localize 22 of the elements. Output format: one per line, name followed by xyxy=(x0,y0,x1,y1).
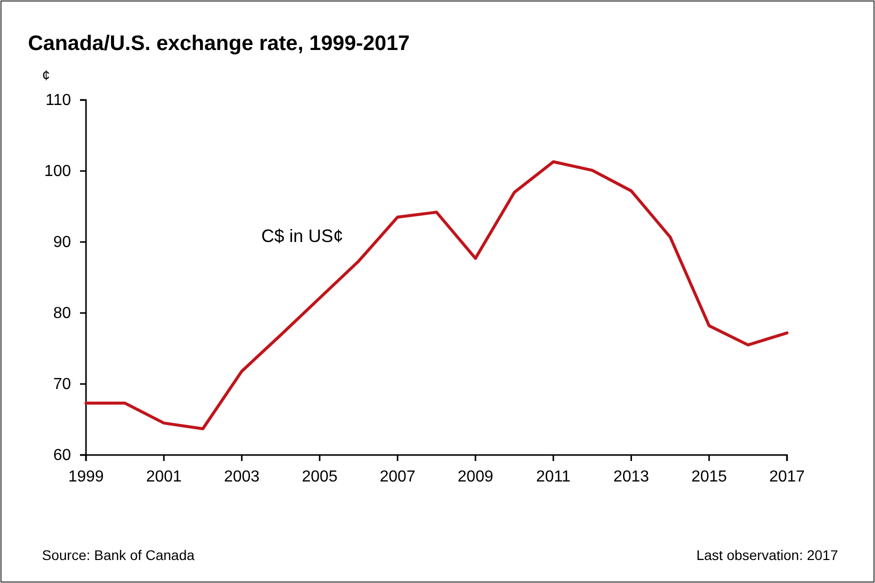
y-tick-label: 90 xyxy=(53,234,72,252)
x-tick-label: 2007 xyxy=(380,468,416,486)
x-tick-label: 2001 xyxy=(146,468,182,486)
y-tick-label: 110 xyxy=(45,92,72,110)
series-label: C$ in US¢ xyxy=(261,226,344,246)
chart-title: Canada/U.S. exchange rate, 1999-2017 xyxy=(28,32,410,55)
x-tick-label: 2017 xyxy=(769,468,805,486)
x-tick-label: 2003 xyxy=(224,468,260,486)
line-series xyxy=(84,160,788,430)
x-tick-label: 2013 xyxy=(613,468,650,486)
x-tick-label: 2005 xyxy=(302,468,338,486)
x-tick-label: 1999 xyxy=(68,468,104,486)
x-tick-label: 2011 xyxy=(536,468,571,486)
y-tick-label: 100 xyxy=(44,163,72,180)
y-tick-label: 80 xyxy=(53,305,72,322)
y-tick-label: 70 xyxy=(53,376,72,394)
text: Last observation: 2017 xyxy=(696,547,838,563)
y-axis-title: ¢ xyxy=(42,67,50,83)
source-note: Source: Bank of Canada xyxy=(42,547,195,563)
x-tick-label: 2015 xyxy=(691,468,728,486)
y-tick-label: 60 xyxy=(53,447,72,464)
x-tick-label: 2009 xyxy=(458,468,494,486)
